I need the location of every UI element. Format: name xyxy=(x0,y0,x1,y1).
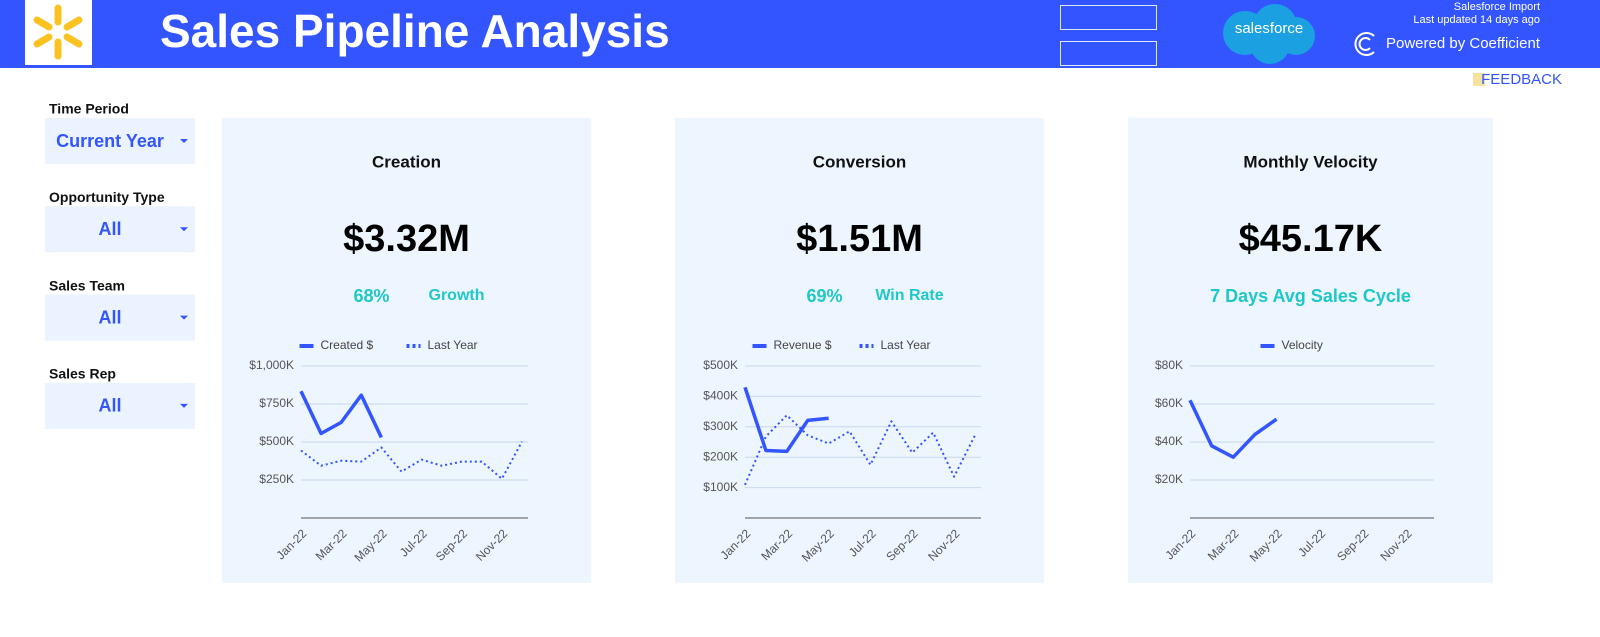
logo-spark xyxy=(33,4,83,60)
card xyxy=(222,118,591,583)
filter-label: Time Period xyxy=(49,101,129,117)
filter-label: Sales Team xyxy=(49,277,125,293)
card-value: $45.17K xyxy=(1239,218,1383,260)
dropdown-value[interactable]: All xyxy=(98,307,121,327)
filters: Time Period Current Year Opportunity Type A… xyxy=(45,101,195,429)
filter-label: Sales Rep xyxy=(49,366,116,382)
salesforce-logo xyxy=(1223,4,1315,64)
card-stat-label: 7 Days Avg Sales Cycle xyxy=(1210,286,1411,306)
series-line xyxy=(1188,399,1278,459)
header-bar xyxy=(0,0,1600,68)
cards: Creation $3.32M 68% Growth $250K $500K $750K $1… xyxy=(222,118,1493,583)
series-line xyxy=(300,441,523,480)
y-tick-label: $1,000K xyxy=(249,358,294,372)
y-tick-label: $400K xyxy=(703,389,738,403)
card-stat: 68% xyxy=(353,286,389,306)
dropdown[interactable] xyxy=(45,382,195,429)
y-tick-label: $200K xyxy=(703,449,738,463)
y-tick-label: $20K xyxy=(1155,472,1183,486)
filter-label: Opportunity Type xyxy=(49,189,165,205)
card-title: Creation xyxy=(372,152,441,171)
legend-label: Created $ xyxy=(321,338,374,352)
series-line xyxy=(299,390,383,439)
feedback-link[interactable]: FEEDBACK xyxy=(1481,71,1562,88)
dropdown-caret xyxy=(180,227,188,232)
feedback-icon xyxy=(1473,73,1485,86)
legend-label: Velocity xyxy=(1282,338,1323,352)
y-tick-label: $500K xyxy=(259,434,294,448)
y-tick-label: $500K xyxy=(703,358,738,372)
updated-label: Last updated 14 days ago xyxy=(1413,14,1540,26)
legend-label: Last Year xyxy=(881,338,931,352)
y-tick-label: $80K xyxy=(1155,358,1183,372)
header-box[interactable] xyxy=(1060,5,1157,30)
card xyxy=(675,118,1044,583)
series-line xyxy=(744,414,976,486)
dropdown[interactable] xyxy=(45,294,195,341)
import-label: Salesforce Import xyxy=(1454,1,1540,13)
card-stat: 69% xyxy=(806,286,842,306)
dropdown-value[interactable]: All xyxy=(98,396,121,416)
legend-label: Revenue $ xyxy=(774,338,832,352)
card-stat-label: Win Rate xyxy=(875,287,943,304)
card xyxy=(1128,118,1493,583)
y-tick-label: $300K xyxy=(703,419,738,433)
card-value: $1.51M xyxy=(796,218,923,260)
coefficient-icon xyxy=(1354,32,1375,56)
salesforce-text: salesforce xyxy=(1235,20,1303,37)
dropdown-value[interactable]: Current Year xyxy=(56,131,164,151)
series-line xyxy=(743,386,829,454)
dropdown[interactable] xyxy=(45,206,195,253)
page-title: Sales Pipeline Analysis xyxy=(160,5,670,57)
dropdown-caret xyxy=(180,139,188,143)
card-stat-label: Growth xyxy=(429,287,485,304)
dropdown[interactable] xyxy=(45,118,195,164)
legend-label: Last Year xyxy=(428,338,478,352)
card-title: Conversion xyxy=(813,152,907,171)
header-box[interactable] xyxy=(1060,41,1157,66)
y-tick-label: $250K xyxy=(259,472,294,486)
y-tick-label: $100K xyxy=(703,480,738,494)
dropdown-caret xyxy=(180,315,188,320)
y-tick-label: $750K xyxy=(259,396,294,410)
y-tick-label: $40K xyxy=(1155,434,1183,448)
card-value: $3.32M xyxy=(343,218,470,260)
dropdown-value[interactable]: All xyxy=(98,219,121,239)
dropdown-caret xyxy=(180,403,188,408)
card-title: Monthly Velocity xyxy=(1243,152,1378,171)
powered-label: Powered by Coefficient xyxy=(1386,35,1541,52)
y-tick-label: $60K xyxy=(1155,396,1183,410)
